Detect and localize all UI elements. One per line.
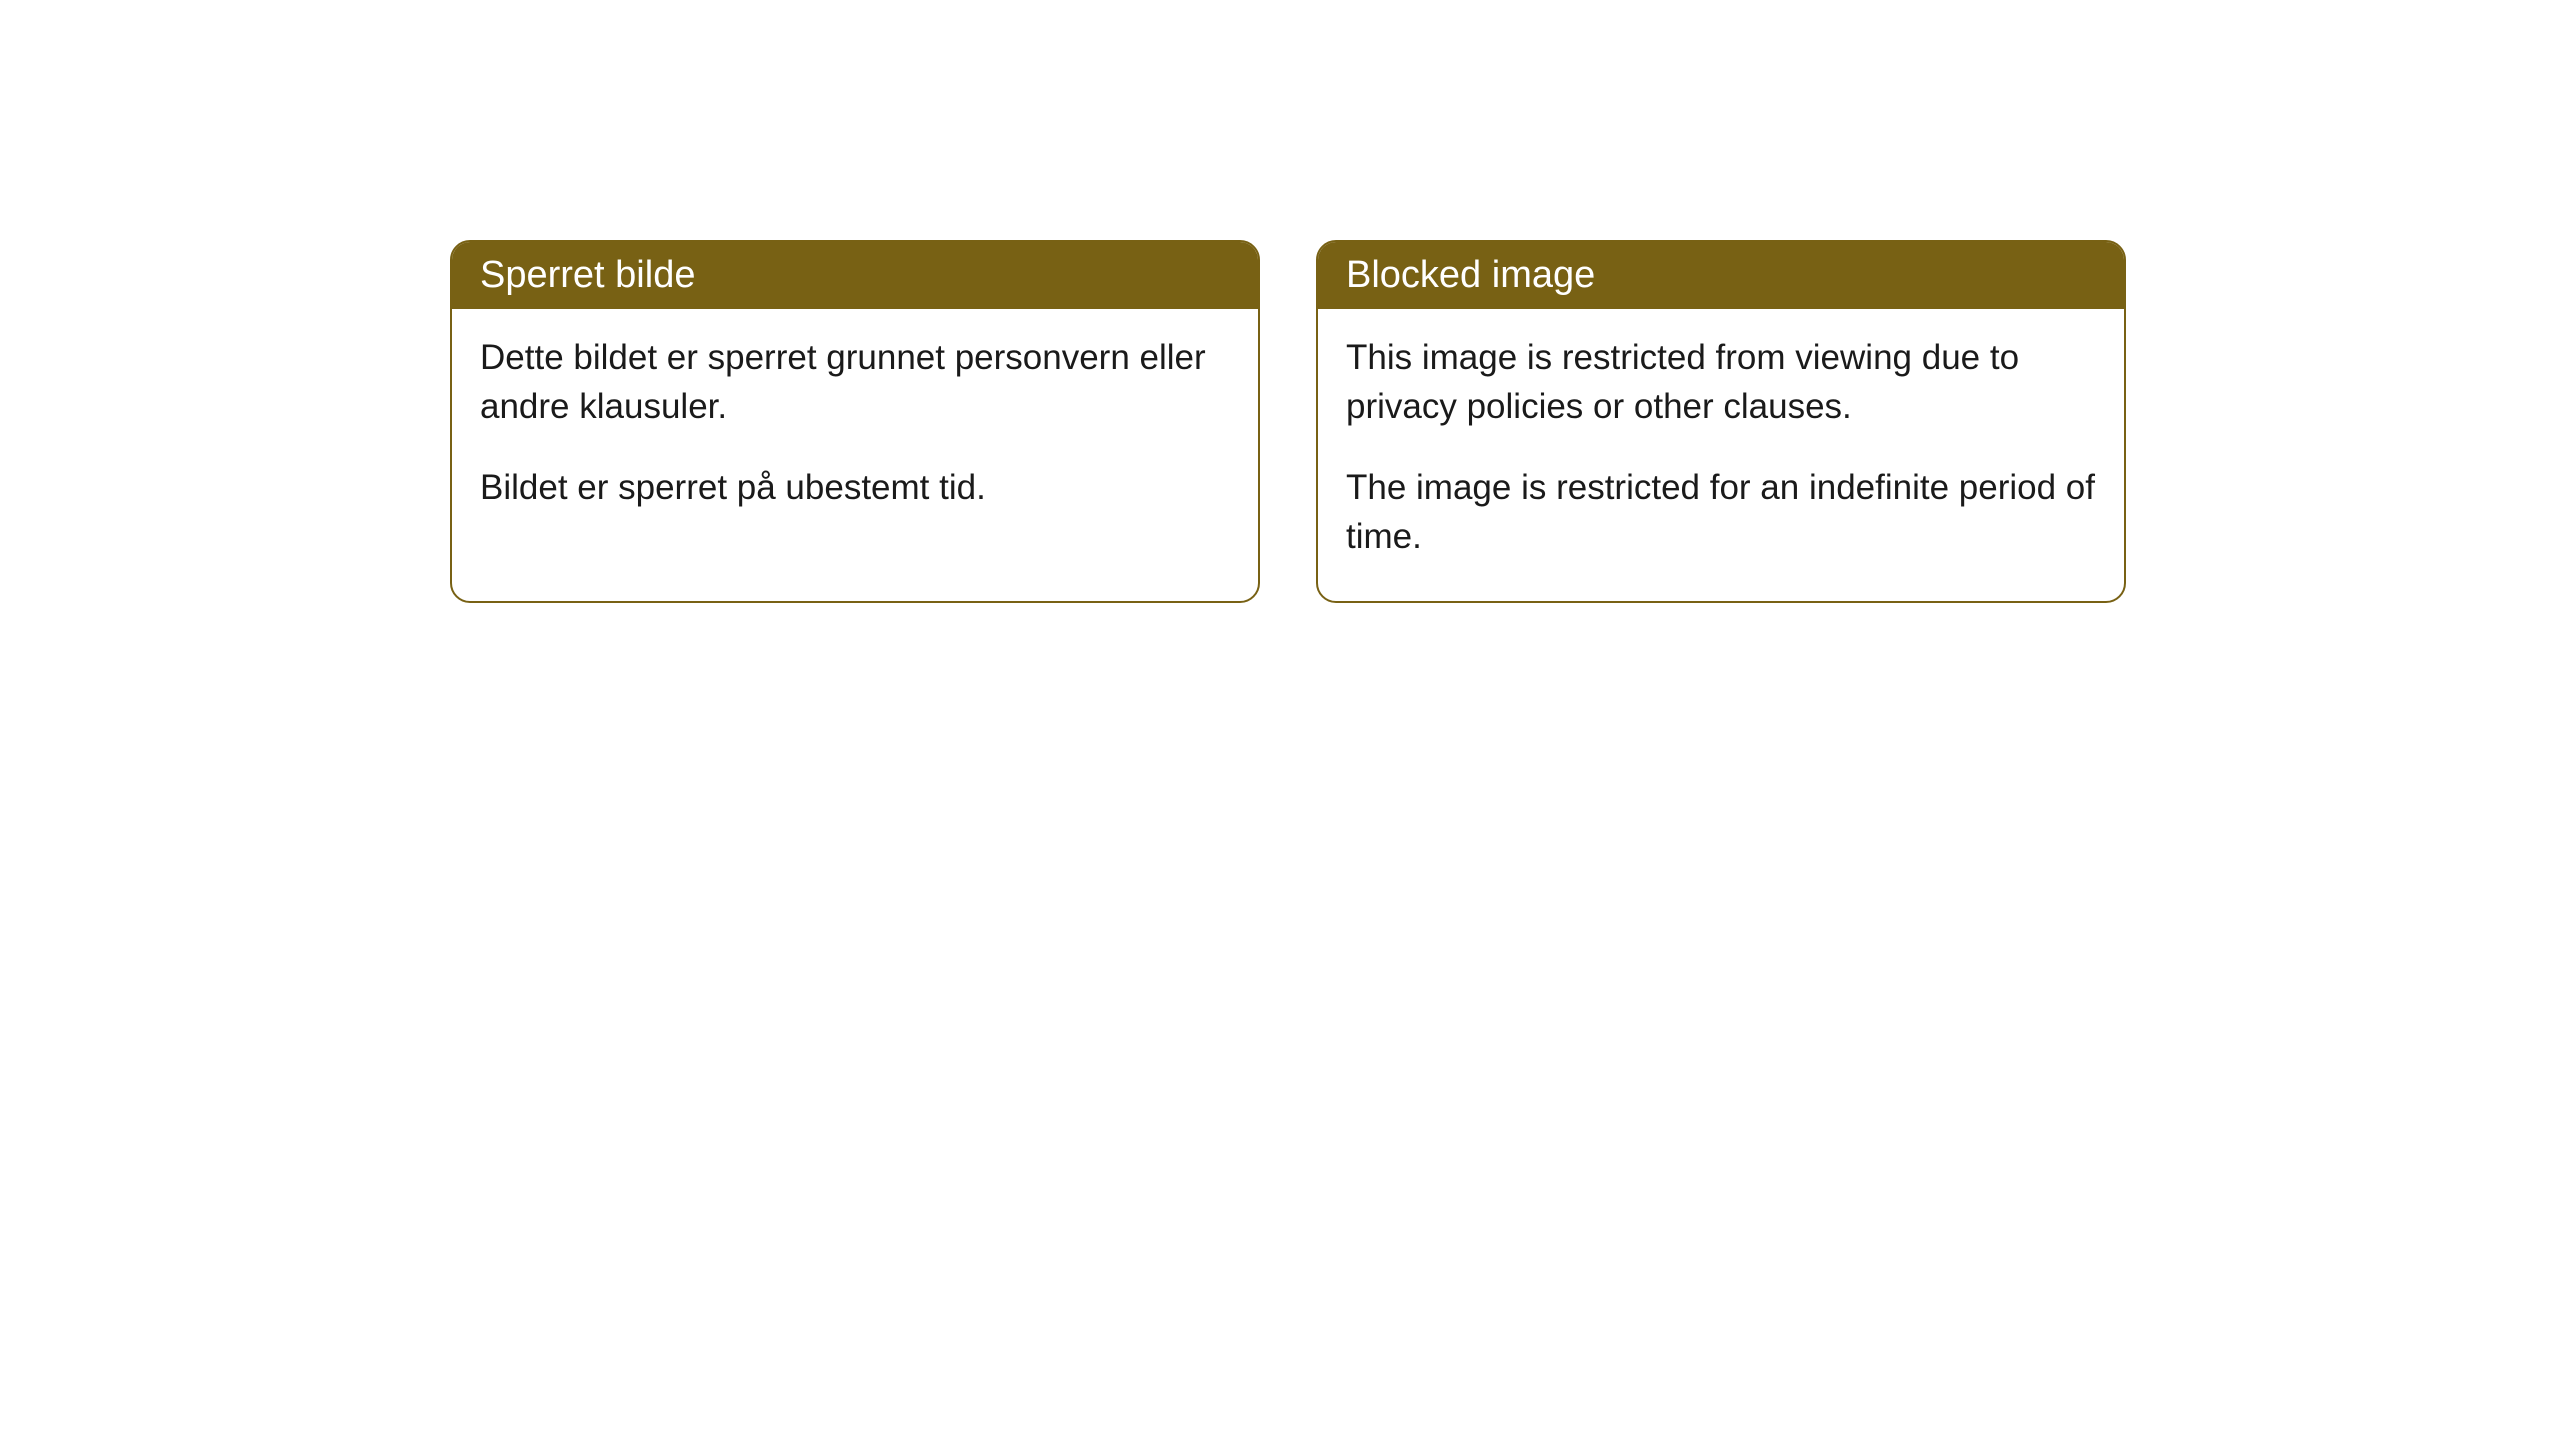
cards-container: Sperret bilde Dette bildet er sperret gr… bbox=[450, 240, 2126, 603]
card-header-norwegian: Sperret bilde bbox=[452, 242, 1258, 309]
card-english: Blocked image This image is restricted f… bbox=[1316, 240, 2126, 603]
card-paragraph-2: Bildet er sperret på ubestemt tid. bbox=[480, 463, 1230, 512]
card-paragraph-2: The image is restricted for an indefinit… bbox=[1346, 463, 2096, 561]
card-header-english: Blocked image bbox=[1318, 242, 2124, 309]
card-body-norwegian: Dette bildet er sperret grunnet personve… bbox=[452, 309, 1258, 552]
card-norwegian: Sperret bilde Dette bildet er sperret gr… bbox=[450, 240, 1260, 603]
card-paragraph-1: This image is restricted from viewing du… bbox=[1346, 333, 2096, 431]
card-body-english: This image is restricted from viewing du… bbox=[1318, 309, 2124, 601]
card-paragraph-1: Dette bildet er sperret grunnet personve… bbox=[480, 333, 1230, 431]
